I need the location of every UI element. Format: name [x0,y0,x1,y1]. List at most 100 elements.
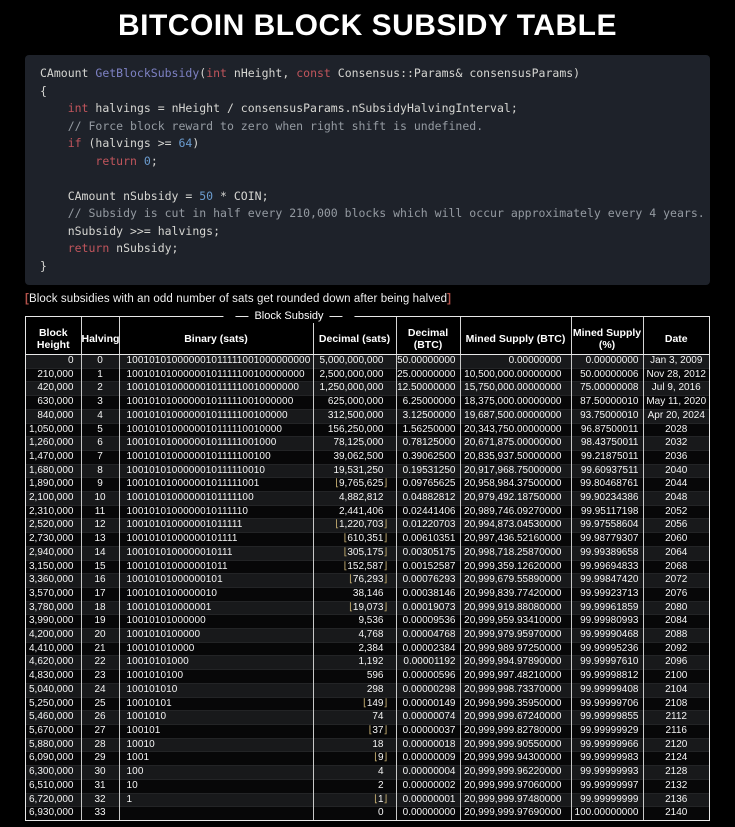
cell-halving: 8 [80,464,119,478]
cell-mined_pct: 99.60937511 [570,464,643,478]
cell-date: 2084 [642,614,709,629]
table-row: 2,100,000 10 10010101000000101111100 4,882,… [26,491,709,506]
table-row: 3,360,000 16 10010101000000101 ⌊76,293⌋ 0.00… [26,573,709,588]
cell-halving: 21 [80,642,119,656]
cell-binary: 1001 [118,751,313,766]
table-row: 5,670,000 27 100101 ⌊37⌋ 0.00000037 20,999,99… [26,724,709,739]
cell-date: 2136 [642,793,709,807]
cell-mined_btc: 20,343,750.00000000 [459,423,571,437]
table-row: 2,520,000 12 100101010000001011111 ⌊1,220,7… [26,518,709,533]
cell-dec_btc: 1.56250000 [395,423,460,437]
cell-date: Apr 20, 2024 [642,409,709,424]
cell-height: 2,520,000 [29,519,74,531]
cell-dec_sats: 74 [312,710,396,725]
cell-mined_btc: 20,671,875.00000000 [459,436,571,451]
cell-mined_pct: 99.90234386 [570,491,643,506]
cell-mined_btc: 20,999,989.97250000 [459,642,571,656]
cell-dec_sats: 39,062,500 [312,450,396,465]
cell-mined_pct: 99.99999706 [570,697,643,711]
code-block: CAmount GetBlockSubsidy(int nHeight, con… [25,55,710,285]
cell-height: 3,150,000 [29,560,74,572]
cell-dec_sats: 625,000,000 [312,395,396,410]
cell-binary: 100101010000 [118,642,313,656]
cell-dec_sats: 78,125,000 [312,436,396,451]
cell-binary: 10010101000000101111100100000 [118,409,313,424]
cell-dec_sats: 4 [312,765,396,780]
cell-halving: 23 [80,669,119,684]
cell-mined_btc: 20,999,999.97480000 [459,793,571,807]
table-row: 2,730,000 13 10010101000000101111 ⌊610,351⌋… [26,532,709,547]
cell-mined_pct: 99.99847420 [570,573,643,588]
page-title: BITCOIN BLOCK SUBSIDY TABLE [117,9,618,42]
cell-mined_pct: 99.99980993 [570,614,643,629]
cell-binary: 10 [118,779,313,793]
cell-binary: 1001010100000010111110 [118,505,313,519]
cell-mined_pct: 99.99999929 [570,724,643,739]
cell-date: 2044 [642,477,709,492]
cell-dec_sats: 38,146 [312,587,396,602]
cell-date: 2052 [642,505,709,519]
cell-date: 2124 [642,751,709,766]
cell-binary: 100101010000001011111001 [118,477,313,492]
cell-halving: 10 [80,491,119,506]
cell-dec_btc: 0.00000009 [395,751,460,766]
cell-height: 210,000 [37,368,74,380]
table-row: 1,470,000 7 10010101000000101111100100 39,0… [26,450,709,465]
cell-binary: 1001010100000010111 [118,546,313,561]
column-header-height: Block Height [26,317,81,355]
cell-binary: 1 [118,793,313,807]
cell-halving: 0 [80,354,119,369]
cell-dec_btc: 3.12500000 [395,409,460,424]
table-row: 3,570,000 17 1001010100000010 38,146 0.00038… [26,587,709,602]
cell-mined_pct: 99.99999408 [570,683,643,698]
cell-dec_sats: 2,500,000,000 [312,368,396,382]
cell-height: 1,260,000 [29,437,74,449]
cell-height: 2,730,000 [29,533,74,545]
cell-date: 2048 [642,491,709,506]
cell-halving: 18 [80,601,119,615]
cell-mined_pct: 99.98779307 [570,532,643,547]
cell-halving: 20 [80,628,119,643]
cell-mined_btc: 20,999,999.96220000 [459,765,571,780]
cell-height: 5,460,000 [29,711,74,723]
cell-height: 5,040,000 [29,683,74,695]
cell-dec_btc: 0.00038146 [395,587,460,602]
cell-dec_sats: 18 [312,738,396,752]
cell-binary: 1001010100000010111110010000000 [118,381,313,396]
cell-mined_pct: 99.99990468 [570,628,643,643]
cell-date: 2140 [642,806,709,820]
cell-mined_btc: 20,989,746.09270000 [459,505,571,519]
table-row: 420,000 2 1001010100000010111110010000000 1… [26,381,709,396]
cell-mined_pct: 99.99998812 [570,669,643,684]
cell-dec_sats: 2,384 [312,642,396,656]
cell-binary: 100101010000001011111001000000000 [118,354,313,369]
code-line: return 0; [95,153,158,168]
cell-height: 2,940,000 [29,546,74,558]
table-row: 840,000 4 10010101000000101111100100000 312… [26,409,709,424]
cell-date: 2132 [642,779,709,793]
cell-halving: 19 [80,614,119,629]
cell-binary: 100101010000001011111 [118,518,313,533]
cell-mined_btc: 20,999,999.82780000 [459,724,571,739]
cell-dec_sats: ⌊37⌋ [312,724,396,739]
table-row: 3,780,000 18 100101010000001 ⌊19,073⌋ 0.0001… [26,601,709,615]
cell-halving: 25 [80,697,119,711]
table-row: 4,410,000 21 100101010000 2,384 0.00002384 20… [26,642,709,656]
cell-binary: 10010101000 [118,655,313,670]
cell-date: 2108 [642,697,709,711]
cell-height: 3,570,000 [29,587,74,599]
cell-dec_sats: 1,192 [312,655,396,670]
rounding-note: [Block subsidies with an odd number of s… [25,293,710,305]
cell-binary: 100 [118,765,313,780]
cell-height: 3,990,000 [29,615,74,627]
cell-mined_pct: 99.99997610 [570,655,643,670]
cell-dec_btc: 0.00000002 [395,779,460,793]
cell-dec_btc: 0.00305175 [395,546,460,561]
cell-date: 2036 [642,450,709,465]
cell-dec_sats: ⌊1,220,703⌋ [312,518,396,533]
cell-binary: 100101010000001011 [118,560,313,574]
cell-dec_sats: ⌊149⌋ [312,697,396,711]
dash-left [235,316,249,317]
cell-date: May 11, 2020 [642,395,709,410]
code-line: return nSubsidy; [67,241,179,255]
